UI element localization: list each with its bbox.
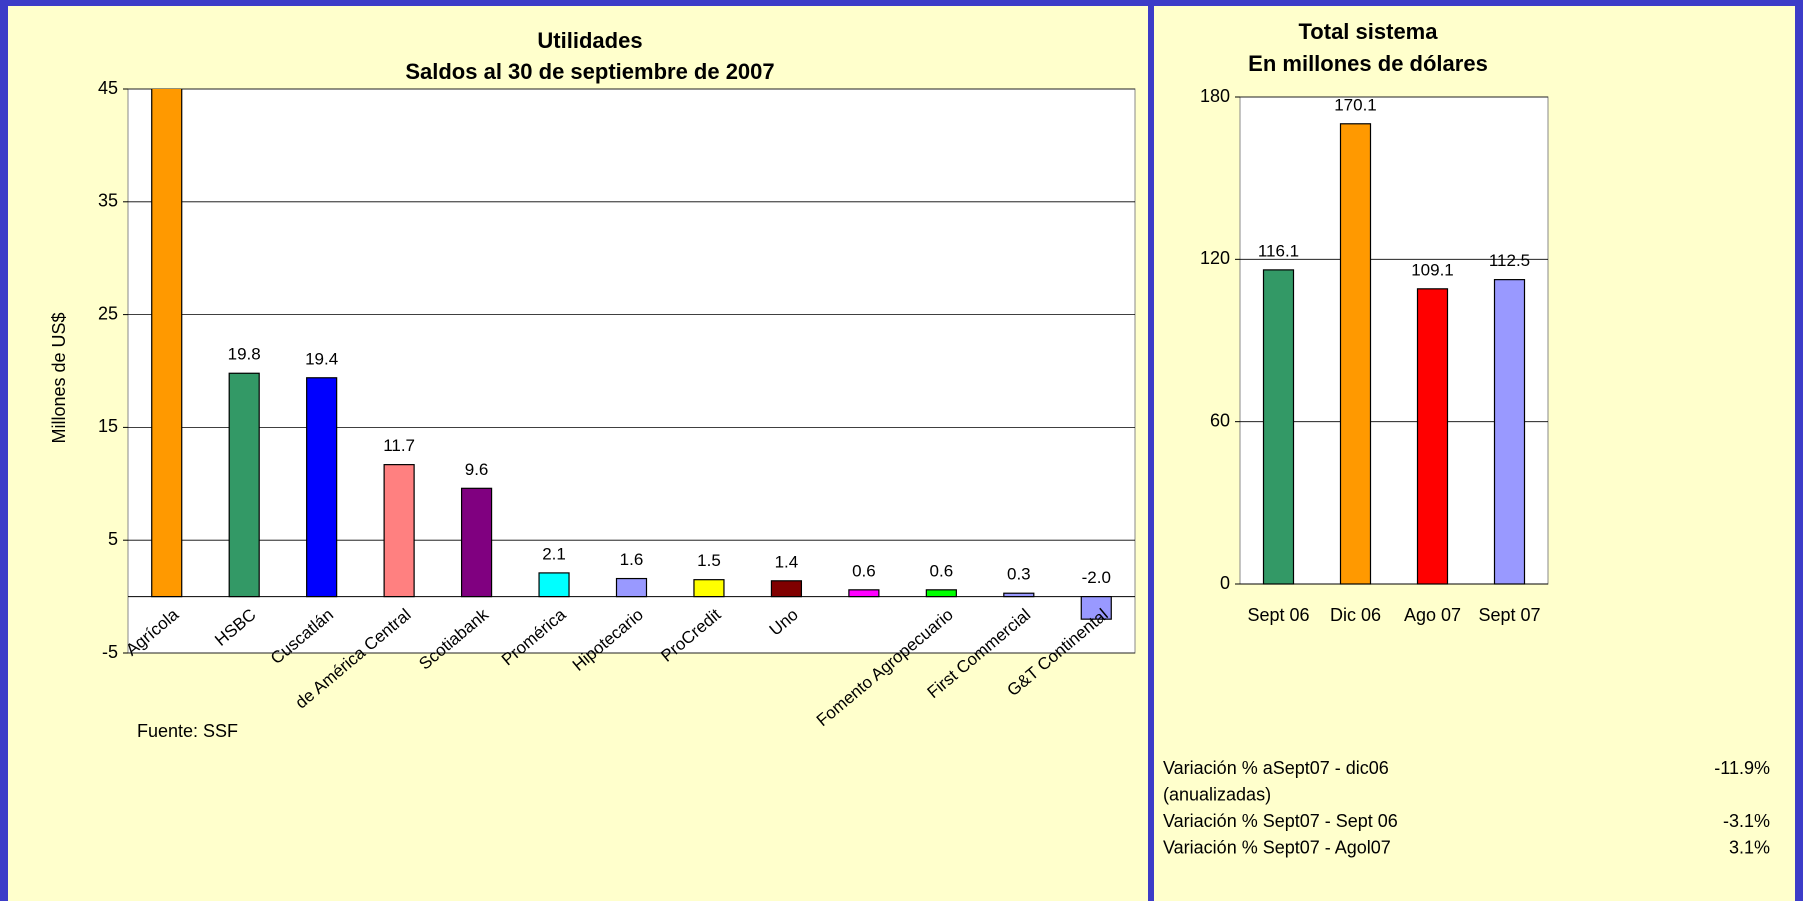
y-tick-label: 180: [1200, 86, 1230, 106]
note-label: (anualizadas): [1163, 784, 1271, 804]
bar: [1416, 288, 1449, 585]
y-tick-label: 5: [108, 529, 118, 549]
data-label: 1.4: [775, 552, 799, 571]
plot-area: [127, 88, 1136, 654]
y-tick-label: 15: [98, 416, 118, 436]
data-label: 0.6: [852, 561, 876, 580]
bar: [1080, 595, 1112, 620]
y-tick-label: 0: [1220, 573, 1230, 593]
bar: [151, 89, 183, 598]
chart-title: Utilidades: [537, 28, 642, 53]
bar: [1339, 123, 1372, 585]
bar: [1493, 279, 1526, 585]
note-value: 3.1%: [1729, 837, 1770, 857]
chart-title: Total sistema: [1299, 19, 1439, 44]
data-label: -2.0: [1082, 568, 1111, 587]
note-value: -3.1%: [1723, 811, 1770, 831]
data-label: 19.8: [228, 345, 261, 364]
data-label: 170.1: [1334, 95, 1377, 114]
y-tick-label: -5: [102, 642, 118, 662]
bar: [228, 372, 260, 598]
data-label: 116.1: [1258, 241, 1299, 260]
note-label: Variación % Sept07 - Agol07: [1163, 837, 1391, 857]
y-tick-label: 120: [1200, 248, 1230, 268]
note-label: Variación % aSept07 - dic06: [1163, 758, 1389, 778]
source: Fuente: SSF: [137, 721, 238, 741]
x-tick-label: Dic 06: [1330, 605, 1381, 625]
data-label: 1.6: [620, 550, 644, 569]
data-label: 109.1: [1411, 260, 1454, 279]
x-tick-label: Ago 07: [1404, 605, 1461, 625]
bar: [848, 589, 880, 598]
bar: [306, 377, 338, 598]
note-value: -11.9%: [1714, 758, 1770, 778]
bar: [615, 577, 648, 598]
bar: [925, 589, 957, 598]
data-label: 19.4: [305, 349, 338, 368]
data-label: 112.5: [1489, 251, 1530, 270]
x-tick-label: Sept 07: [1478, 605, 1540, 625]
note-label: Variación % Sept07 - Sept 06: [1163, 811, 1398, 831]
data-label: 0.6: [930, 561, 954, 580]
data-label: 0.3: [1007, 565, 1031, 584]
notes: Variación % aSept07 - dic06 -11.9% (anuali…: [1163, 758, 1770, 858]
data-label: 11.7: [383, 436, 415, 455]
y-axis-label: Millones de US$: [49, 312, 69, 443]
chart-subtitle: En millones de dólares: [1248, 51, 1488, 76]
bar: [693, 579, 725, 598]
data-label: 1.5: [697, 551, 721, 570]
y-tick-label: 35: [98, 191, 118, 211]
bar: [460, 487, 493, 598]
bar: [1003, 592, 1035, 598]
y-tick-label: 25: [98, 303, 118, 323]
y-tick-label: 45: [98, 78, 118, 98]
data-label: 2.1: [542, 544, 566, 563]
y-tick-label: 60: [1210, 410, 1230, 430]
bar: [383, 464, 415, 598]
bar: [538, 572, 570, 598]
bar: [770, 580, 803, 598]
bar: [1262, 269, 1295, 585]
data-label: 9.6: [465, 460, 489, 479]
x-tick-label: Sept 06: [1247, 605, 1309, 625]
chart-subtitle: Saldos al 30 de septiembre de 2007: [405, 59, 774, 84]
